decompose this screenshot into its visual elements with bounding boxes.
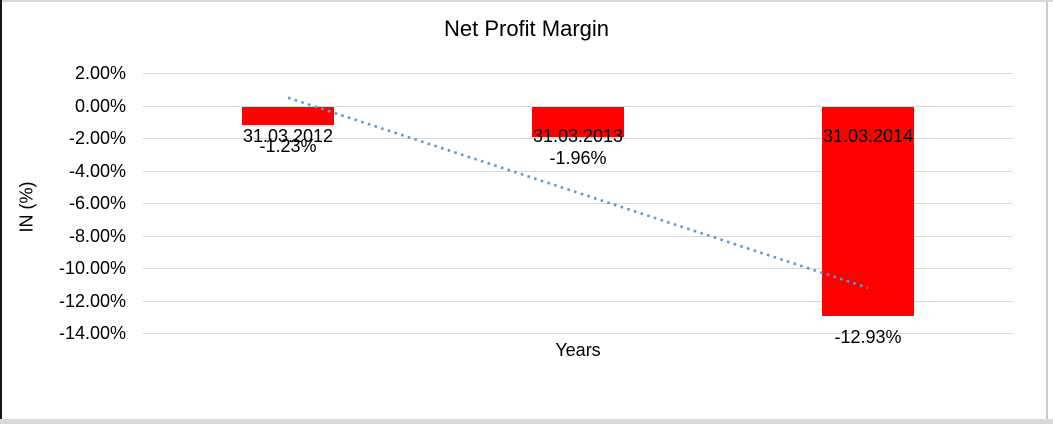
y-axis-tick-label: -10.00% (58, 258, 126, 278)
chart-title: Net Profit Margin (443, 16, 610, 41)
category-label: 31.03.2012 (242, 126, 334, 146)
x-axis-title: Years (555, 340, 601, 360)
gridline (143, 301, 1013, 302)
bar-31.03.2012 (242, 107, 334, 125)
y-axis-tick-label: -8.00% (68, 226, 126, 246)
y-axis-tick-label: -14.00% (58, 323, 126, 343)
data-label: -1.96% (549, 148, 607, 168)
category-label: 31.03.2014 (822, 126, 914, 146)
y-axis-tick-label: -6.00% (68, 193, 126, 213)
gridline (143, 73, 1013, 74)
y-axis-tick-label: 2.00% (74, 63, 126, 83)
data-label: -1.23% (259, 136, 317, 156)
y-axis-tick-label: 0.00% (74, 96, 126, 116)
category-label: 31.03.2013 (532, 126, 624, 146)
gridline (143, 333, 1013, 334)
window-edge-bottom (0, 419, 1053, 424)
window-edge-top (0, 0, 1053, 2)
data-label: -12.93% (834, 327, 902, 347)
window-edge-left (0, 0, 2, 421)
window-edge-right (1046, 2, 1048, 421)
y-axis-tick-label: -4.00% (68, 161, 126, 181)
y-axis-tick-label: -12.00% (58, 291, 126, 311)
y-axis-tick-label: -2.00% (68, 128, 126, 148)
